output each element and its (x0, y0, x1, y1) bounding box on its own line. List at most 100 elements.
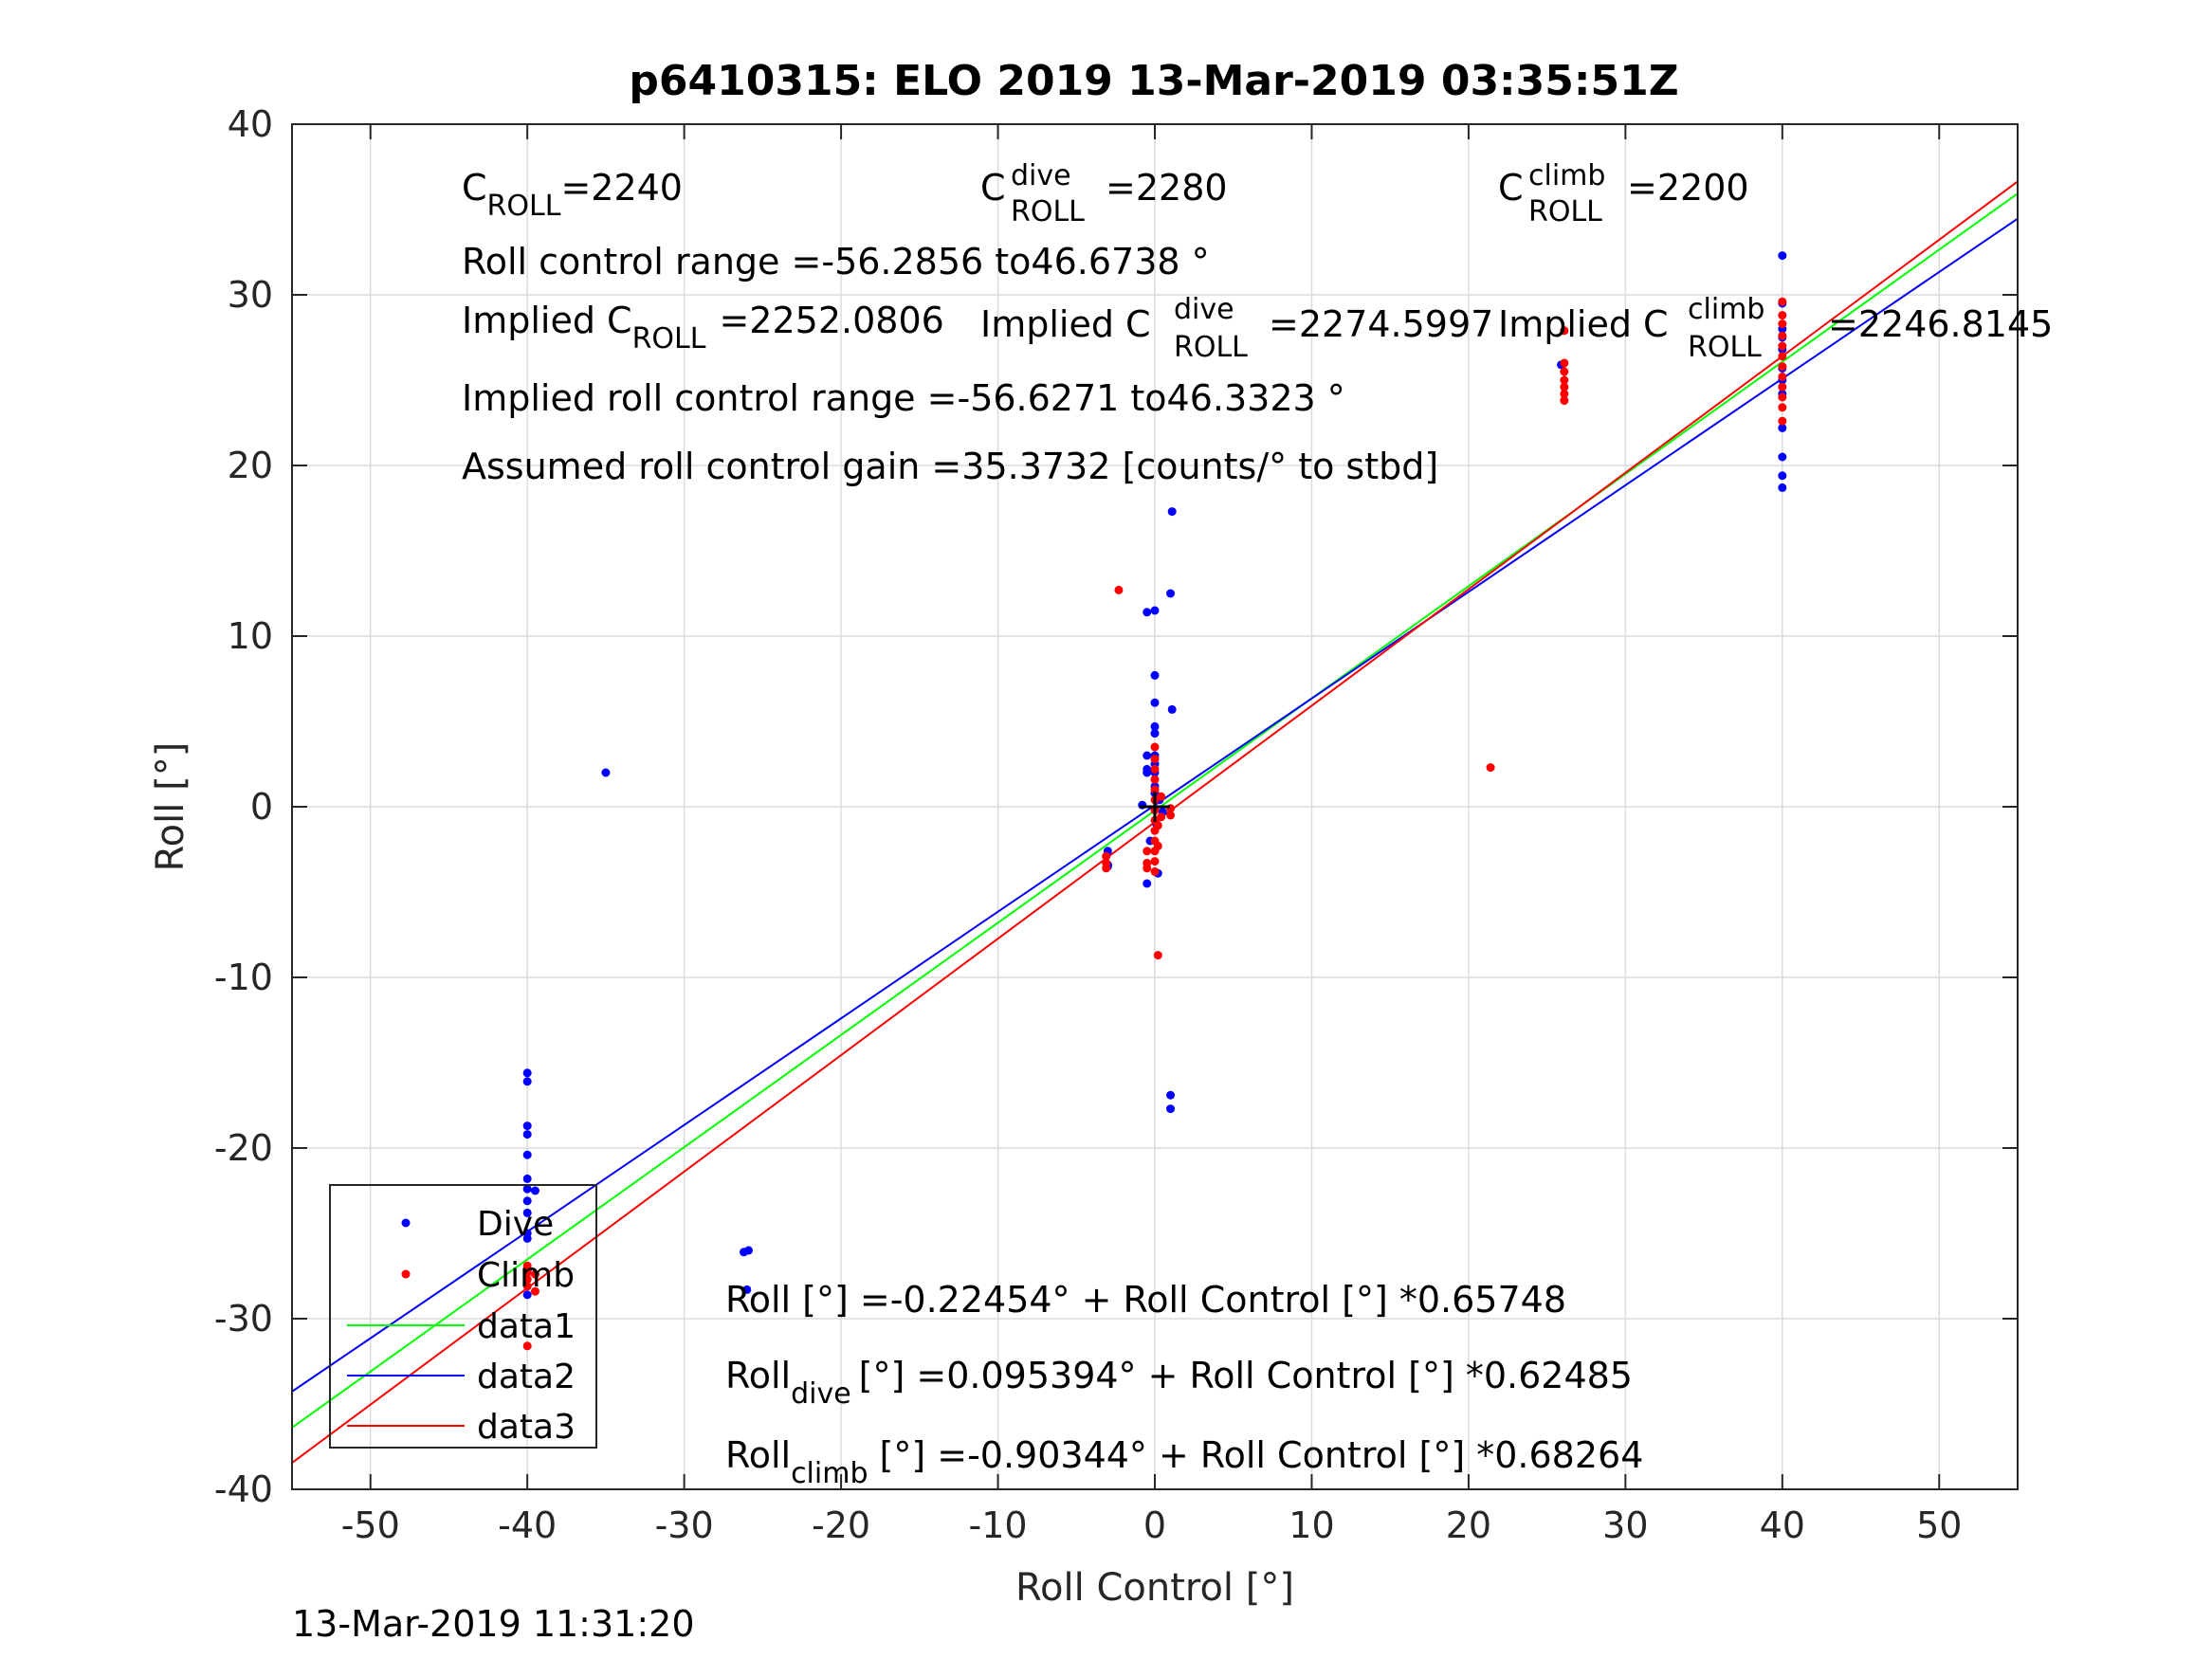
x-tick-label: 40 (1760, 1504, 1805, 1546)
data-point-climb (1150, 775, 1160, 784)
data-point-dive (1167, 704, 1177, 714)
data-point-dive (1778, 423, 1787, 432)
annotation-gain: Assumed roll control gain =35.3732 [coun… (462, 446, 1438, 487)
y-tick-label: 20 (228, 445, 273, 486)
annotation-c-roll-dive-value: =2280 (1106, 167, 1228, 209)
y-axis-label: Roll [°] (149, 742, 192, 872)
annotation-c-roll-dive: C (980, 167, 1006, 209)
data-point-climb (530, 1286, 539, 1296)
data-points (522, 251, 1787, 1351)
data-point-climb (1778, 341, 1787, 351)
x-tick-label: 30 (1602, 1504, 1648, 1546)
annotation-implied-range: Implied roll control range =-56.6271 to4… (462, 377, 1345, 419)
data-point-dive (522, 1233, 532, 1243)
x-tick-label: 10 (1289, 1504, 1334, 1546)
annotation-implied-c-roll-dive-sup: dive (1174, 293, 1234, 326)
equation-all: Roll [°] =-0.22454° + Roll Control [°] *… (725, 1279, 1566, 1321)
data-point-climb (1560, 389, 1569, 398)
annotation-c-roll-climb: C (1498, 167, 1524, 209)
annotation-c-roll-climb-sub: ROLL (1528, 195, 1602, 228)
data-point-dive (1167, 507, 1177, 517)
legend-label-data3: data3 (477, 1408, 576, 1447)
data-point-climb (1157, 812, 1166, 822)
data-point-dive (522, 1290, 532, 1300)
data-point-climb (1153, 821, 1162, 830)
data-point-climb (1102, 851, 1111, 861)
data-point-dive (1166, 1090, 1176, 1100)
data-point-climb (1778, 352, 1787, 361)
legend-label-dive: Dive (477, 1205, 554, 1244)
data-point-dive (1778, 483, 1787, 492)
data-point-dive (522, 1150, 532, 1159)
y-tick-label: -40 (214, 1468, 273, 1510)
data-point-dive (1150, 698, 1160, 707)
data-point-climb (1778, 416, 1787, 426)
data-point-climb (1560, 367, 1569, 376)
legend-label-data2: data2 (477, 1358, 576, 1396)
data-point-climb (1166, 811, 1176, 820)
annotation-implied-c-roll-climb: Implied C (1498, 303, 1669, 345)
data-point-dive (1778, 251, 1787, 261)
annotation-implied-c-roll-dive: Implied C (980, 303, 1151, 345)
data-point-climb (1560, 326, 1569, 336)
data-point-dive (1150, 606, 1160, 615)
y-tick-label: -20 (214, 1127, 273, 1169)
data-point-climb (1157, 792, 1166, 801)
data-point-climb (1143, 847, 1152, 856)
x-tick-label: -30 (655, 1504, 714, 1546)
data-point-dive (1143, 751, 1152, 760)
legend-marker-climb (401, 1269, 411, 1279)
data-point-climb (530, 1269, 539, 1279)
x-tick-label: -40 (498, 1504, 557, 1546)
data-point-dive (1166, 589, 1176, 598)
data-point-dive (522, 1077, 532, 1086)
x-tick-label: 0 (1143, 1504, 1166, 1546)
data-point-dive (601, 768, 611, 777)
data-point-dive (522, 1208, 532, 1217)
data-point-dive (522, 1184, 532, 1194)
x-tick-label: -20 (812, 1504, 870, 1546)
data-point-climb (1486, 763, 1495, 773)
legend-box (329, 1184, 597, 1449)
data-point-climb (1150, 785, 1160, 794)
annotation-implied-c-roll-dive-sub: ROLL (1174, 331, 1248, 364)
data-point-dive (1143, 608, 1152, 617)
annotation-implied-c-roll-climb-sub: ROLL (1688, 331, 1762, 364)
y-tick-label: 40 (228, 103, 273, 145)
ticks: -50 -40 -30 -20 -10 0 10 20 30 40 50 -40 -30 -20 -10 0 1… (214, 103, 2018, 1546)
data-point-climb (1114, 585, 1124, 594)
equation-dive: Rolldive [°] =0.095394° + Roll Control [°… (725, 1355, 1633, 1411)
data-point-climb (522, 1275, 532, 1285)
data-point-climb (522, 1341, 532, 1351)
data-point-climb (1102, 864, 1111, 873)
annotation-implied-c-roll-dive-value: =2274.5997 (1269, 303, 1493, 345)
data-point-climb (1778, 372, 1787, 381)
data-point-dive (522, 1174, 532, 1183)
data-point-climb (1778, 311, 1787, 320)
data-point-climb (1153, 841, 1162, 850)
annotation-c-roll-dive-sup: dive (1011, 159, 1071, 192)
data-point-climb (1560, 375, 1569, 385)
data-point-dive (743, 1246, 753, 1255)
data-point-dive (1143, 768, 1152, 777)
data-point-dive (522, 1130, 532, 1139)
data-point-climb (1560, 396, 1569, 406)
data-point-dive (742, 1285, 752, 1294)
annotation-implied-c-roll-climb-value: =2246.8145 (1828, 303, 2053, 345)
data-point-dive (530, 1186, 539, 1195)
data-point-climb (1150, 755, 1160, 764)
data-point-dive (1143, 879, 1152, 888)
annotation-c-roll-climb-value: =2200 (1627, 167, 1749, 209)
data-point-climb (1778, 319, 1787, 329)
legend-label-climb: Climb (477, 1256, 575, 1295)
data-point-dive (1150, 721, 1160, 731)
data-point-climb (1778, 362, 1787, 372)
chart-title: p6410315: ELO 2019 13-Mar-2019 03:35:51Z (629, 57, 1678, 105)
data-point-climb (1560, 382, 1569, 392)
data-point-climb (1143, 864, 1152, 873)
equation-climb: Rollclimb [°] =-0.90344° + Roll Control [… (725, 1434, 1643, 1490)
y-tick-label: 30 (228, 274, 273, 316)
data-point-climb (522, 1261, 532, 1270)
data-point-climb (522, 1282, 532, 1291)
